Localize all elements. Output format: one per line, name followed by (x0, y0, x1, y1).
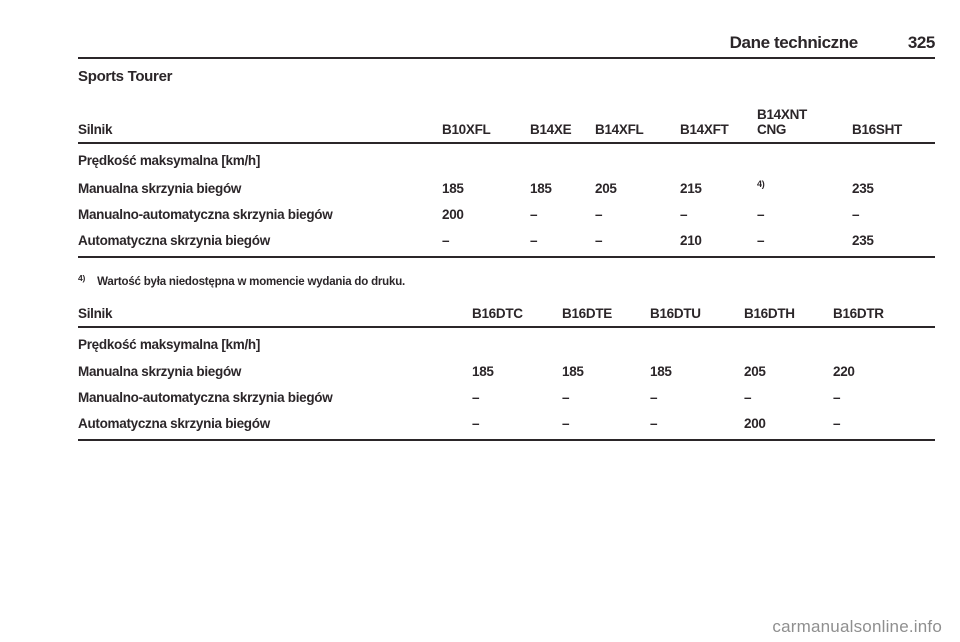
table-cell: 205 (595, 180, 617, 196)
table-cell: 210 (680, 232, 702, 248)
table-cell: 205 (744, 364, 766, 380)
table-row-automatic: Automatyczna skrzynia biegów – – – 210 –… (78, 225, 935, 257)
footnote-marker: 4) (78, 272, 86, 283)
table-row-semi-auto: Manualno-automatyczna skrzynia biegów – … (78, 382, 935, 408)
footnote: 4) Wartość była niedostępna w momencie w… (78, 273, 935, 289)
row-label: Automatyczna skrzynia biegów (78, 416, 270, 432)
engine-code-header: B14XFL (595, 122, 644, 137)
petrol-engines-table: Silnik B10XFL B14XE B14XFL B14XFT B14XNT… (78, 99, 935, 258)
table-cell: 235 (852, 180, 874, 196)
table-cell: 220 (833, 364, 855, 380)
engine-code-header: B16DTE (562, 306, 612, 322)
section-title: Sports Tourer (78, 68, 173, 85)
engine-code-header: B14XFT (680, 122, 729, 137)
engine-code-header: B16DTU (650, 306, 701, 322)
engine-code-header: B10XFL (442, 122, 491, 137)
table-row-semi-auto: Manualno-automatyczna skrzynia biegów 20… (78, 199, 935, 225)
table-row-automatic: Automatyczna skrzynia biegów – – – 200 – (78, 408, 935, 441)
table-cell: 185 (650, 364, 672, 380)
engine-code-header: B16DTR (833, 306, 884, 322)
table-cell: – (650, 390, 658, 406)
table-cell: – (595, 206, 603, 222)
max-speed-section-row: Prędkość maksymalna [km/h] (78, 143, 935, 172)
max-speed-section-label: Prędkość maksymalna [km/h] (78, 153, 261, 168)
table-cell: – (472, 390, 480, 406)
table-cell: – (757, 232, 765, 248)
table-cell: – (562, 416, 570, 432)
table-cell: – (562, 390, 570, 406)
fuel-type-label: CNG (757, 122, 787, 137)
chapter-title: Dane techniczne (729, 33, 859, 52)
table-cell: – (595, 232, 603, 248)
table-cell: – (680, 206, 688, 222)
table-cell: 200 (744, 416, 766, 432)
engine-column-label: Silnik (78, 306, 113, 322)
header-rule (78, 57, 935, 59)
table-cell: – (530, 232, 538, 248)
table-cell: 235 (852, 232, 874, 248)
running-header: Dane techniczne 325 (78, 33, 936, 53)
table-cell: – (472, 416, 480, 432)
manual-page: Dane techniczne 325 Sports Tourer Silnik… (78, 0, 935, 441)
table-cell: – (833, 416, 841, 432)
table-cell: – (833, 390, 841, 406)
site-watermark: carmanualsonline.info (772, 617, 942, 636)
engine-code-header: B16SHT (852, 122, 902, 137)
table-cell: – (530, 206, 538, 222)
table-cell: 185 (472, 364, 494, 380)
table-cell: 185 (442, 180, 464, 196)
engine-header-row: Silnik B16DTC B16DTE B16DTU B16DTH B16DT… (78, 301, 935, 328)
footnote-marker: 4) (757, 179, 765, 189)
table-cell: – (442, 232, 450, 248)
table-cell: – (852, 206, 860, 222)
table-cell: 215 (680, 180, 702, 196)
engine-header-row: Silnik B10XFL B14XE B14XFL B14XFT B14XNT… (78, 99, 935, 143)
max-speed-section-row: Prędkość maksymalna [km/h] (78, 327, 935, 356)
row-label: Manualno-automatyczna skrzynia biegów (78, 390, 333, 406)
table-cell: – (757, 206, 765, 222)
row-label: Manualna skrzynia biegów (78, 364, 242, 380)
engine-code-header: B14XE (530, 122, 572, 137)
row-label: Manualna skrzynia biegów (78, 180, 242, 196)
engine-code-header-cng: B14XNT CNG (757, 99, 852, 143)
table-cell: 200 (442, 206, 464, 222)
row-label: Manualno-automatyczna skrzynia biegów (78, 206, 333, 222)
engine-code-header: B16DTC (472, 306, 523, 322)
table-cell: 185 (530, 180, 552, 196)
footnote-text: Wartość była niedostępna w momencie wyda… (97, 276, 406, 289)
page-number: 325 (907, 33, 936, 52)
table-row-manual: Manualna skrzynia biegów 185 185 185 205… (78, 356, 935, 382)
table-cell: – (744, 390, 752, 406)
table-cell: – (650, 416, 658, 432)
max-speed-section-label: Prędkość maksymalna [km/h] (78, 337, 261, 353)
table-row-manual: Manualna skrzynia biegów 185 185 205 215… (78, 172, 935, 199)
engine-column-label: Silnik (78, 122, 113, 137)
table-cell-footnote: 4) (757, 172, 852, 199)
row-label: Automatyczna skrzynia biegów (78, 232, 270, 248)
table-cell: 185 (562, 364, 584, 380)
diesel-engines-table: Silnik B16DTC B16DTE B16DTU B16DTH B16DT… (78, 301, 935, 441)
engine-code-header: B16DTH (744, 306, 795, 322)
engine-code: B14XNT (757, 107, 807, 122)
